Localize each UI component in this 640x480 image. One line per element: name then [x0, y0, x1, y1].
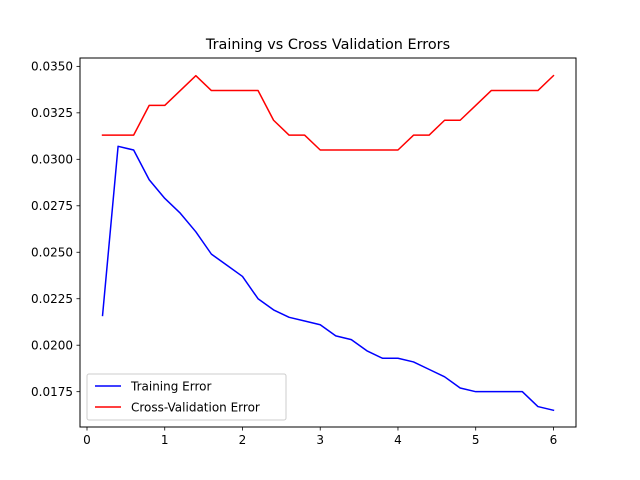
- x-tick-label: 2: [239, 433, 247, 447]
- chart-title: Training vs Cross Validation Errors: [205, 37, 450, 53]
- y-tick-label: 0.0200: [31, 339, 73, 353]
- y-tick-label: 0.0275: [31, 199, 73, 213]
- x-tick-label: 0: [83, 433, 91, 447]
- x-tick-label: 3: [316, 433, 324, 447]
- legend-label-0: Training Error: [130, 380, 211, 394]
- series-layer: [101, 74, 555, 412]
- x-tick-label: 5: [472, 433, 480, 447]
- series-line-1: [101, 74, 555, 151]
- plot-frame: [79, 57, 577, 428]
- legend-box: [86, 373, 287, 421]
- y-tick-label: 0.0350: [31, 60, 73, 74]
- y-tick-label: 0.0300: [31, 153, 73, 167]
- x-tick-label: 1: [161, 433, 169, 447]
- x-tick-label: 4: [394, 433, 402, 447]
- x-axis: 0 1 2 3 4 5 6: [83, 427, 557, 447]
- legend-label-1: Cross-Validation Error: [131, 401, 260, 415]
- y-tick-label: 0.0325: [31, 106, 73, 120]
- y-tick-label: 0.0175: [31, 385, 73, 399]
- y-tick-label: 0.0225: [31, 292, 73, 306]
- y-tick-label: 0.0250: [31, 246, 73, 260]
- series-line-0: [101, 145, 555, 412]
- x-tick-label: 6: [550, 433, 558, 447]
- y-axis: 0.0175 0.0200 0.0225 0.0250 0.0275 0.0300 0.03…: [31, 60, 80, 399]
- legend: Training Error Cross-Validation Error: [86, 373, 287, 421]
